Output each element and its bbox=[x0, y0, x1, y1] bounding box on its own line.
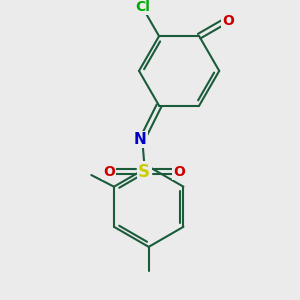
Text: N: N bbox=[134, 132, 147, 147]
Text: O: O bbox=[173, 165, 185, 178]
Text: Cl: Cl bbox=[135, 0, 150, 14]
Text: S: S bbox=[138, 163, 150, 181]
Text: O: O bbox=[103, 165, 115, 178]
Text: O: O bbox=[222, 14, 234, 28]
